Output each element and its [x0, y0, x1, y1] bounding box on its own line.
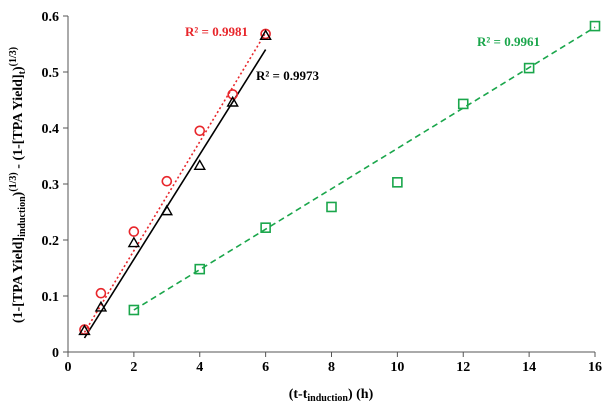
r2-label: R² = 0.9973: [256, 68, 319, 83]
trendline: [133, 26, 596, 311]
x-axis-label: (t-tinduction) (h): [289, 387, 374, 404]
x-tick-label: 4: [196, 360, 203, 375]
x-tick-label: 10: [390, 360, 404, 375]
trendline: [83, 32, 267, 333]
data-point-triangle: [127, 236, 141, 248]
y-tick-label: 0.4: [42, 122, 60, 137]
x-tick-label: 14: [522, 360, 536, 375]
data-point-square: [326, 201, 337, 213]
y-tick-label: 0.3: [42, 178, 60, 193]
data-point-square: [128, 304, 140, 316]
data-point-square: [457, 98, 469, 110]
axes: [63, 15, 596, 357]
y-tick-label: 0.6: [42, 10, 60, 25]
data-points: [78, 20, 601, 336]
r2-label: R² = 0.9961: [477, 34, 540, 49]
data-point-circle: [227, 89, 238, 100]
data-point-circle: [128, 226, 140, 237]
x-tick-label: 6: [262, 360, 269, 375]
x-tick-label: 16: [588, 360, 602, 375]
r2-label: R² = 0.9981: [185, 24, 248, 39]
x-tick-label: 0: [65, 360, 72, 375]
data-point-square: [392, 177, 403, 188]
y-tick-label: 0: [52, 346, 59, 361]
data-point-triangle: [259, 29, 272, 41]
data-point-triangle: [78, 324, 91, 336]
y-tick-label: 0.5: [42, 66, 60, 81]
r2-labels: R² = 0.9981 R² = 0.9973 R² = 0.9961: [185, 24, 540, 83]
trendlines: [83, 26, 596, 339]
data-point-triangle: [193, 159, 206, 170]
tick-labels: 0 2 4 6 8 10 12 14 16 0 0.1 0.2 0.3 0.4 0.5 0.6: [42, 10, 603, 375]
data-point-circle: [161, 175, 173, 187]
data-point-square: [589, 20, 601, 32]
y-tick-label: 0.2: [42, 234, 60, 249]
trendline: [83, 49, 267, 339]
x-tick-label: 12: [456, 360, 470, 375]
data-point-triangle: [226, 95, 239, 107]
data-point-square: [523, 62, 535, 74]
y-axis-label: (1-[TPA Yield]induction)(1/3) - (1-[TPA …: [8, 47, 28, 323]
data-point-triangle: [160, 204, 174, 216]
data-point-circle: [194, 125, 206, 137]
data-point-square: [260, 222, 271, 233]
y-tick-label: 0.1: [42, 290, 60, 305]
data-point-square: [194, 263, 206, 275]
x-tick-label: 8: [328, 360, 335, 375]
x-tick-label: 2: [130, 360, 137, 375]
data-point-triangle: [94, 300, 108, 312]
data-point-circle: [95, 287, 107, 299]
